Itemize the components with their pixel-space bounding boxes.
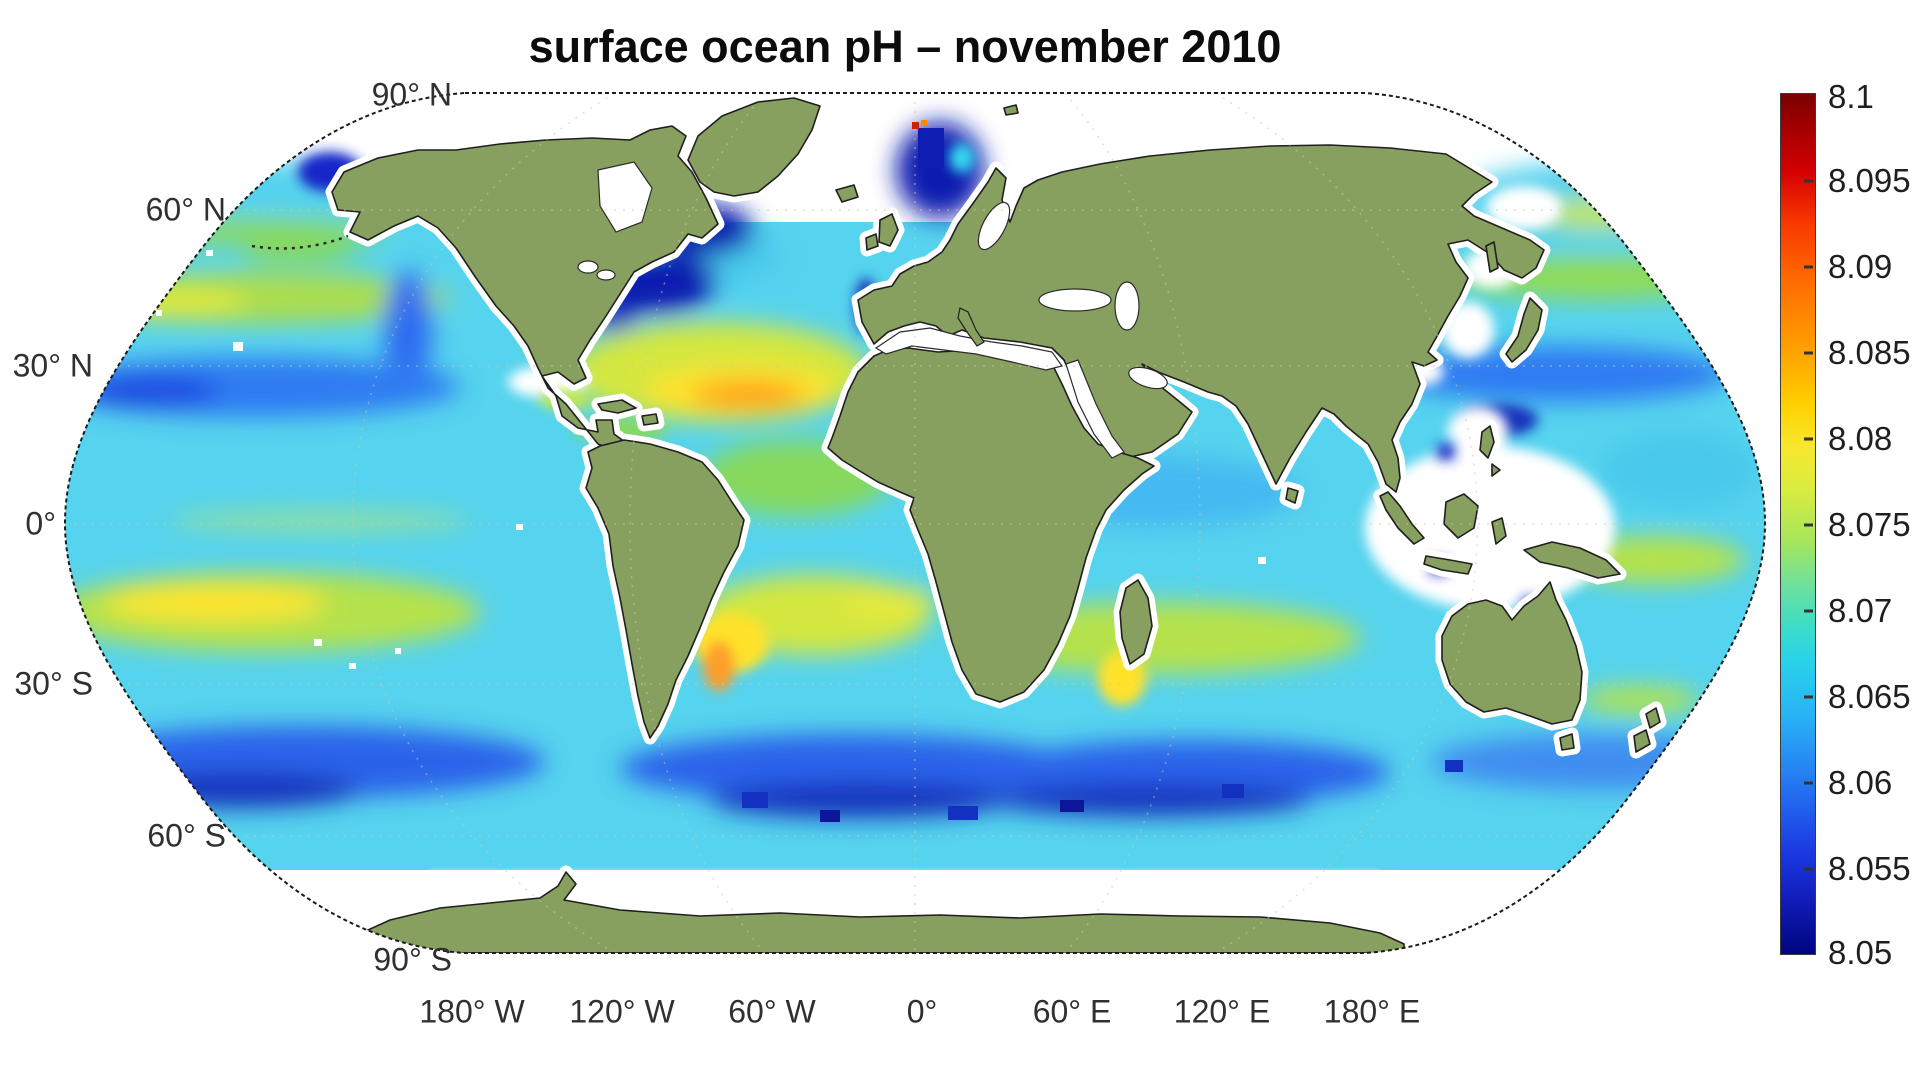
sea-baltic: [977, 201, 1011, 251]
navy-pixel-patches: [742, 120, 1463, 822]
lon-label-0: 0°: [906, 993, 938, 1030]
colorbar-tick-8.085: 8.085: [1828, 334, 1911, 371]
graticule: [65, 93, 1765, 953]
lat-label-90n: 90° N: [371, 76, 452, 113]
map-frame: [63, 92, 1767, 954]
colorbar-tickmark: [1804, 179, 1813, 183]
figure-title: surface ocean pH – november 2010: [528, 21, 1282, 72]
lat-label-30s: 30° S: [14, 665, 93, 702]
colorbar-tickmark: [1804, 867, 1813, 871]
colorbar-tick-8.1: 8.1: [1828, 78, 1874, 115]
colorbar-tick-8.075: 8.075: [1828, 506, 1911, 543]
colorbar-tick-8.065: 8.065: [1828, 678, 1911, 715]
lon-label-120w: 120° W: [569, 993, 675, 1030]
colorbar-tick-8.07: 8.07: [1828, 592, 1893, 629]
colorbar-tickmark: [1804, 695, 1813, 699]
lat-label-90s: 90° S: [373, 941, 452, 978]
lon-label-60e: 60° E: [1032, 993, 1112, 1030]
colorbar-tick-8.08: 8.08: [1828, 420, 1893, 457]
colorbar-tickmark: [1804, 609, 1813, 613]
colorbar-tick-8.06: 8.06: [1828, 764, 1893, 801]
sea-caspian: [1114, 281, 1140, 331]
peninsula-italy: [957, 307, 985, 347]
colorbar-tickmark: [1804, 437, 1813, 441]
lon-label-180e: 180° E: [1323, 993, 1421, 1030]
aleutian-islands: [251, 234, 349, 250]
colorbar-tick-8.095: 8.095: [1828, 162, 1911, 199]
colorbar-tick-8.055: 8.055: [1828, 850, 1911, 887]
sea-mediterranean: [874, 327, 1064, 371]
colorbar-tickmark: [1804, 781, 1813, 785]
gulf-persian: [1128, 366, 1168, 390]
lake-superior: [577, 260, 599, 274]
colorbar-tickmark: [1804, 523, 1813, 527]
lake-huron: [596, 269, 616, 281]
lat-label-60s: 60° S: [147, 817, 226, 854]
colorbar-tick-8.09: 8.09: [1828, 248, 1893, 285]
lat-label-30n: 30° N: [12, 347, 93, 384]
colorbar-tickmark: [1804, 351, 1813, 355]
sea-black: [1038, 288, 1112, 312]
sea-red: [1065, 359, 1125, 459]
lon-label-180w: 180° W: [419, 993, 525, 1030]
lon-label-60w: 60° W: [728, 993, 816, 1030]
sea-hudson-bay: [597, 161, 653, 233]
colorbar-tick-8.05: 8.05: [1828, 934, 1893, 971]
lon-label-120e: 120° E: [1173, 993, 1271, 1030]
lat-label-0: 0°: [25, 505, 56, 542]
colorbar-tickmark: [1804, 265, 1813, 269]
marginal-seas: [577, 161, 1168, 459]
lat-label-60n: 60° N: [145, 191, 226, 228]
